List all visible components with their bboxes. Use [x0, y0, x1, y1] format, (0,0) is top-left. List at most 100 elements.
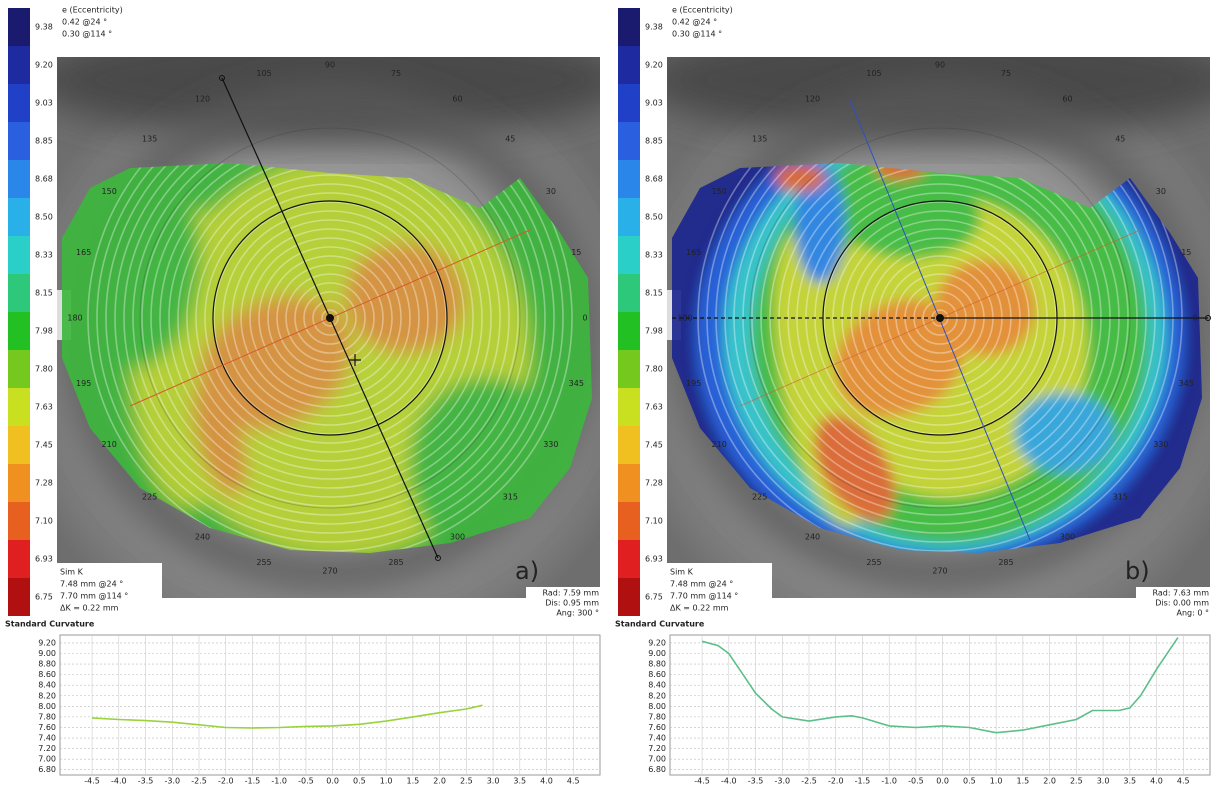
y-tick-label: 9.20 [648, 638, 666, 647]
x-tick-label: 4.0 [540, 777, 553, 785]
page: 9.389.209.038.858.688.508.338.157.987.80… [0, 0, 1219, 785]
topography-panel: 9.389.209.038.858.688.508.338.157.987.80… [5, 6, 638, 629]
angle-label: 75 [391, 69, 401, 78]
readout-value: Ang: 0 ° [1177, 609, 1210, 618]
angle-label: 285 [998, 558, 1013, 567]
angle-label: 315 [503, 492, 518, 501]
y-tick-label: 7.00 [648, 755, 666, 764]
centre-mark [326, 314, 334, 322]
angle-label: 60 [452, 94, 462, 103]
angle-label: 315 [1113, 492, 1128, 501]
eccentricity-title: e (Eccentricity) [62, 6, 123, 15]
x-tick-label: 1.0 [380, 777, 393, 785]
y-tick-label: 6.80 [38, 765, 56, 774]
readout-value: Ang: 300 ° [556, 609, 599, 618]
x-tick-label: -1.5 [855, 777, 871, 785]
scale-label: 8.50 [35, 213, 53, 222]
angle-label: 105 [866, 69, 881, 78]
scale-swatch [618, 160, 640, 198]
readout-value: Dis: 0.95 mm [545, 599, 599, 608]
scale-swatch [8, 274, 30, 312]
plot-frame [670, 635, 1210, 775]
x-tick-label: 3.5 [1123, 777, 1136, 785]
simk-title: Sim K [60, 568, 84, 577]
scale-label: 8.15 [35, 289, 53, 298]
x-tick-label: 3.0 [487, 777, 500, 785]
scale-label: 8.33 [645, 251, 663, 260]
angle-label: 90 [325, 61, 335, 70]
scale-label: 7.98 [645, 327, 663, 336]
angle-label: 330 [1153, 440, 1168, 449]
x-tick-label: 2.5 [460, 777, 473, 785]
x-tick-label: -2.0 [218, 777, 234, 785]
angle-label: 0 [582, 314, 587, 323]
y-tick-label: 6.80 [648, 765, 666, 774]
readout-value: Rad: 7.59 mm [542, 589, 599, 598]
x-tick-label: -3.5 [748, 777, 764, 785]
x-tick-label: -4.0 [721, 777, 737, 785]
y-tick-label: 9.00 [38, 649, 56, 658]
scale-swatch [8, 198, 30, 236]
x-tick-label: -3.0 [774, 777, 790, 785]
scale-label: 8.33 [35, 251, 53, 260]
y-tick-label: 8.60 [648, 670, 666, 679]
scale-label: 8.68 [35, 175, 53, 184]
simk-value: ΔK = 0.22 mm [670, 604, 729, 613]
simk-value: ΔK = 0.22 mm [60, 604, 119, 613]
scale-label: 7.10 [35, 517, 53, 526]
scale-label: 7.45 [35, 441, 53, 450]
x-tick-label: 2.5 [1070, 777, 1083, 785]
angle-label: 75 [1001, 69, 1011, 78]
scale-swatch [8, 312, 30, 350]
scale-swatch [8, 502, 30, 540]
scale-swatch [8, 84, 30, 122]
scale-swatch [618, 464, 640, 502]
angle-label: 30 [546, 187, 556, 196]
scale-swatch [8, 464, 30, 502]
y-tick-label: 8.40 [38, 681, 56, 690]
eyelid-shadow [30, 20, 630, 140]
y-tick-label: 8.80 [38, 660, 56, 669]
x-tick-label: -3.0 [164, 777, 180, 785]
y-tick-label: 7.80 [38, 712, 56, 721]
scale-label: 7.80 [645, 365, 663, 374]
centre-mark [936, 314, 944, 322]
scale-swatch [618, 350, 640, 388]
scale-label: 7.45 [645, 441, 663, 450]
x-tick-label: -2.0 [828, 777, 844, 785]
angle-label: 165 [76, 248, 91, 257]
x-tick-label: 1.5 [1017, 777, 1030, 785]
topography-panel: 9.389.209.038.858.688.508.338.157.987.80… [615, 0, 1219, 638]
y-tick-label: 7.00 [38, 755, 56, 764]
angle-label: 90 [935, 61, 945, 70]
x-tick-label: 2.0 [433, 777, 446, 785]
panel-tag: b) [1125, 557, 1150, 585]
x-tick-label: -2.5 [191, 777, 207, 785]
angle-label: 120 [195, 94, 210, 103]
angle-label: 255 [866, 558, 881, 567]
scale-label: 7.80 [35, 365, 53, 374]
scale-label: 9.20 [645, 61, 663, 70]
scale-label: 6.93 [645, 555, 663, 564]
y-tick-label: 8.40 [648, 681, 666, 690]
scale-label: 7.28 [35, 479, 53, 488]
angle-label: 285 [388, 558, 403, 567]
scale-swatch [618, 274, 640, 312]
angle-label: 0 [1192, 314, 1197, 323]
angle-label: 345 [569, 379, 584, 388]
x-tick-label: -2.5 [801, 777, 817, 785]
simk-title: Sim K [670, 568, 694, 577]
eye-image [620, 0, 1219, 638]
scale-label: 9.38 [35, 23, 53, 32]
simk-value: 7.70 mm @114 ° [60, 592, 128, 601]
scale-swatch [618, 8, 640, 46]
scale-swatch [618, 502, 640, 540]
angle-label: 180 [677, 314, 692, 323]
angle-label: 165 [686, 248, 701, 257]
profile-chart: 6.807.007.207.407.607.808.008.208.408.60… [38, 635, 600, 785]
scale-swatch [618, 122, 640, 160]
y-tick-label: 9.00 [648, 649, 666, 658]
angle-label: 195 [76, 379, 91, 388]
profile-title: Standard Curvature [615, 620, 705, 629]
scale-label: 8.15 [645, 289, 663, 298]
